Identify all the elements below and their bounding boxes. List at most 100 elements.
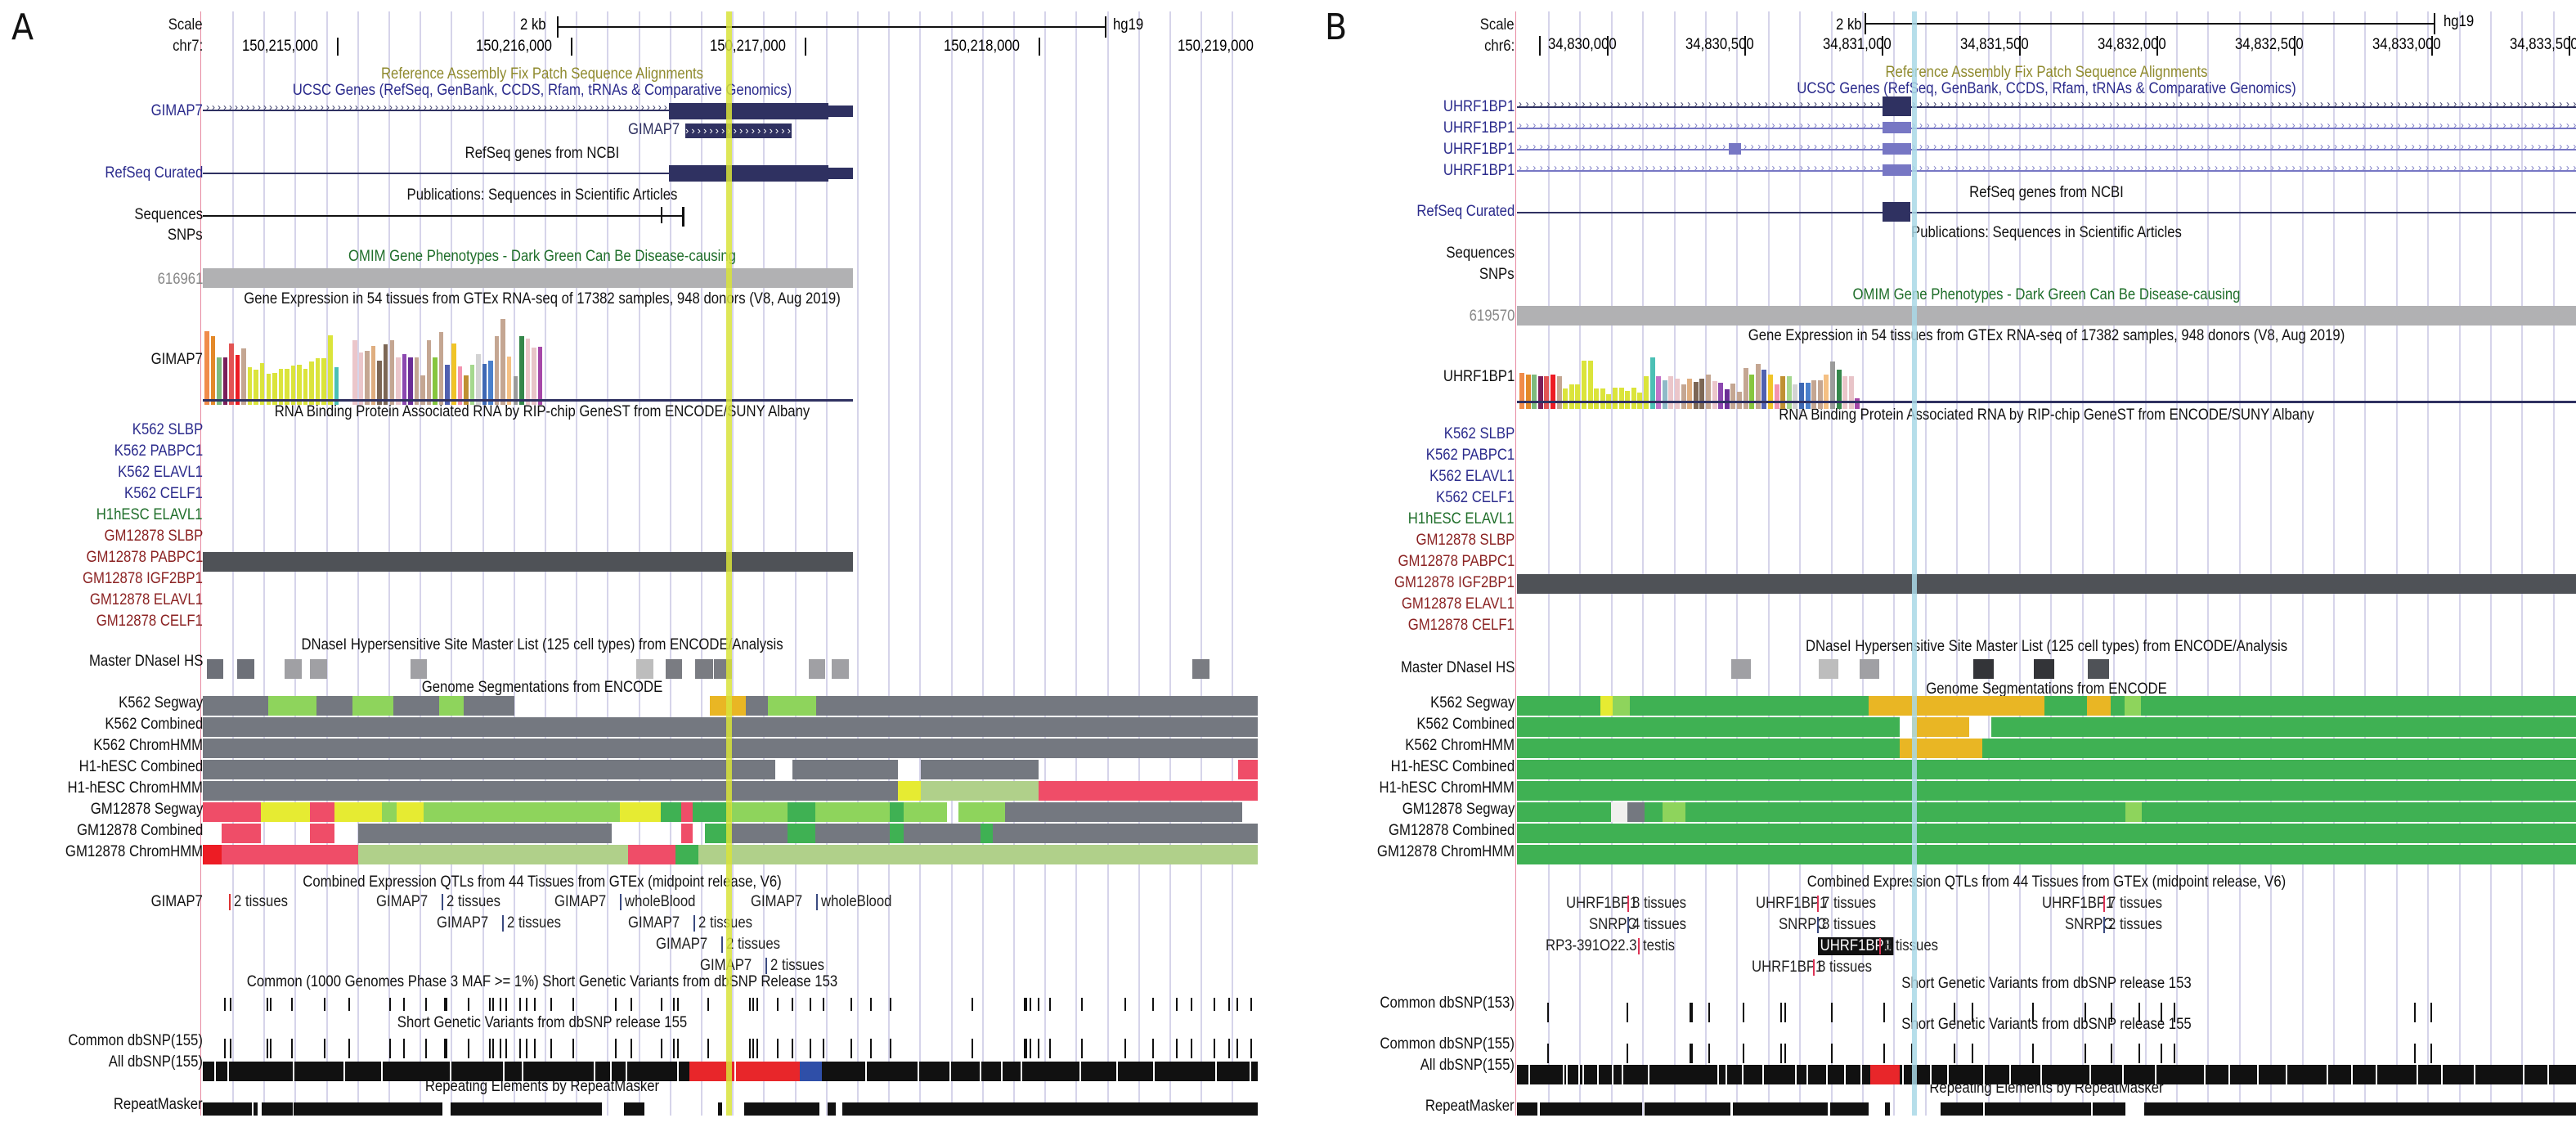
snp-common155-tick[interactable] [291, 1039, 293, 1058]
gtex-bar[interactable] [229, 343, 234, 405]
snp-common153-tick[interactable] [1024, 998, 1025, 1011]
gtex-bar[interactable] [1842, 376, 1848, 409]
segmentation-block[interactable] [2125, 802, 2142, 822]
gtex-bar[interactable] [414, 357, 420, 405]
track-data-area[interactable]: 2 kb hg19 34,830,000 34,830,500 34,831,000 34… [1517, 11, 2576, 1116]
gtex-bar[interactable] [1793, 384, 1798, 409]
track-label[interactable]: K562 ChromHMM [93, 737, 203, 754]
snp-common155-tick[interactable] [446, 1039, 447, 1058]
gtex-bar[interactable] [1786, 376, 1792, 409]
gtex-bar[interactable] [1556, 376, 1562, 409]
gtex-bar[interactable] [346, 351, 352, 405]
track-label[interactable]: GM12878 CELF1 [96, 613, 203, 630]
snp-common153-tick[interactable] [2111, 1003, 2112, 1022]
gtex-bar[interactable] [1780, 376, 1786, 409]
snp-common155-tick[interactable] [707, 1039, 709, 1058]
eqtl-gene[interactable]: SNRPC [1779, 916, 1827, 933]
segmentation-block[interactable] [222, 824, 261, 843]
dnase-block[interactable] [285, 659, 302, 679]
segmentation-block[interactable] [768, 696, 816, 716]
dnase-label[interactable]: Master DNaseI HS [1400, 659, 1515, 676]
track-label[interactable]: GM12878 SLBP [104, 528, 203, 545]
segmentation-block[interactable] [993, 824, 1258, 843]
segmentation-block[interactable] [746, 696, 768, 716]
snp-common153-tick[interactable] [1214, 998, 1215, 1011]
snp-common153-tick[interactable] [324, 998, 325, 1011]
eqtl-marker[interactable] [502, 915, 504, 932]
snp-common153-tick[interactable] [2430, 1003, 2432, 1022]
segmentation-block[interactable] [261, 802, 310, 822]
snp-common155-tick[interactable] [526, 1039, 527, 1058]
gene-exon[interactable] [1729, 143, 1741, 155]
gtex-bar[interactable] [1737, 392, 1742, 409]
snp-common155-tick[interactable] [2161, 1044, 2162, 1063]
track-label[interactable]: GM12878 Segway [1402, 801, 1515, 818]
track-label[interactable]: GM12878 PABPC1 [1398, 553, 1515, 570]
snp-common153-tick[interactable] [403, 998, 405, 1011]
snp-common153-tick[interactable] [291, 998, 293, 1011]
eqtl-gene[interactable]: UHRF1BP1 [1565, 895, 1638, 912]
repeat-element[interactable] [624, 1102, 644, 1116]
gtex-bar[interactable] [247, 367, 253, 405]
gtex-bar[interactable] [1568, 384, 1574, 409]
snp-common153-tick[interactable] [1784, 1003, 1786, 1022]
gtex-bar[interactable] [408, 357, 413, 405]
track-label[interactable]: GM12878 ChromHMM [1376, 843, 1515, 860]
snp-common153-tick[interactable] [2174, 1003, 2175, 1022]
snp-common153-tick[interactable] [1176, 998, 1178, 1011]
segmentation-block[interactable] [1039, 781, 1258, 801]
eqtl-gene[interactable]: UHRF1BP1 [2041, 895, 2114, 912]
omim-id-label[interactable]: 619570 [1469, 308, 1515, 325]
snp-common155-tick[interactable] [1250, 1039, 1252, 1058]
eqtl-marker[interactable] [721, 936, 723, 953]
snp-common153-tick[interactable] [1228, 998, 1230, 1011]
gtex-bar[interactable] [445, 365, 450, 405]
gtex-bar[interactable] [537, 347, 543, 405]
gtex-bar[interactable] [1575, 384, 1581, 409]
gtex-bar[interactable] [1525, 375, 1531, 409]
segmentation-block[interactable] [1600, 696, 1613, 716]
snp-common155-tick[interactable] [870, 1039, 872, 1058]
gtex-bar[interactable] [1587, 361, 1593, 409]
snp-common155-tick[interactable] [403, 1039, 405, 1058]
gtex-bar[interactable] [1532, 375, 1537, 409]
snp-common155-tick[interactable] [230, 1039, 231, 1058]
eqtl-marker[interactable] [620, 894, 622, 910]
eqtl-marker[interactable] [765, 958, 767, 974]
eqtl-gene[interactable]: UHRF1BP1 [1755, 895, 1828, 912]
track-label[interactable]: K562 CELF1 [124, 485, 203, 502]
gene-exon[interactable] [669, 165, 828, 182]
eqtl-gene[interactable]: SNRPC [1589, 916, 1637, 933]
snp-common155-tick[interactable] [425, 1039, 427, 1058]
refseq-label[interactable]: RefSeq Curated [1416, 203, 1515, 220]
gtex-bar[interactable] [420, 375, 425, 405]
segmentation-block[interactable] [815, 824, 890, 843]
common155-label[interactable]: Common dbSNP(155) [68, 1032, 203, 1049]
track-label[interactable]: K562 SLBP [1443, 425, 1515, 442]
ucsc-gene-label[interactable]: UHRF1BP1 [1443, 162, 1515, 179]
dnase-block[interactable] [207, 659, 223, 679]
track-label[interactable]: GM12878 CELF1 [1407, 617, 1515, 634]
gtex-bar[interactable] [1625, 391, 1631, 409]
publication-line[interactable] [203, 215, 684, 217]
segmentation-block[interactable] [203, 696, 268, 716]
gtex-bar[interactable] [1805, 383, 1811, 409]
track-label[interactable]: GM12878 IGF2BP1 [1394, 574, 1515, 591]
gtex-gene-label[interactable]: GIMAP7 [150, 351, 203, 368]
gtex-bar[interactable] [389, 340, 394, 405]
snp-common153-tick[interactable] [1049, 998, 1051, 1011]
snp-common153-tick[interactable] [267, 998, 268, 1011]
snp-common153-tick[interactable] [752, 998, 754, 1011]
gtex-bar[interactable] [1644, 376, 1649, 409]
track-label[interactable]: K562 SLBP [132, 421, 203, 438]
segmentation-block[interactable] [698, 845, 1258, 864]
gtex-bar[interactable] [241, 348, 246, 405]
sequences-label[interactable]: Sequences [1446, 245, 1515, 262]
sequences-label[interactable]: Sequences [134, 206, 203, 223]
omim-id-label[interactable]: 616961 [157, 271, 203, 288]
gtex-bar[interactable] [519, 336, 524, 405]
gtex-bar[interactable] [1761, 370, 1767, 409]
snp-blue-region[interactable] [800, 1062, 822, 1081]
snp-common155-tick[interactable] [1081, 1039, 1083, 1058]
segmentation-block[interactable] [904, 824, 981, 843]
